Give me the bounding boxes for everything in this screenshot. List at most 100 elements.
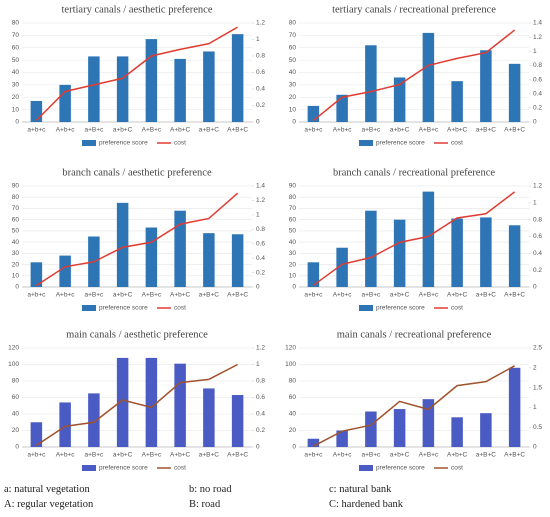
bar — [30, 422, 43, 447]
x-tick-label: A+b+c — [56, 452, 76, 459]
x-tick-label: a+B+C — [476, 292, 497, 299]
legend-label: preference score — [376, 140, 425, 147]
y2-tick-label: 0.6 — [533, 233, 542, 240]
x-tick-label: a+b+C — [390, 292, 410, 299]
y2-tick-label: 0 — [256, 119, 260, 126]
x-tick-label: a+b+c — [27, 292, 46, 299]
y2-tick-label: 0.2 — [533, 105, 542, 112]
y2-tick-label: 0 — [533, 284, 537, 291]
cost-line — [35, 26, 238, 121]
chart-title: main canals / recreational preference — [337, 329, 492, 340]
bar — [393, 77, 406, 122]
x-tick-label: a+B+C — [199, 452, 220, 459]
x-tick-label: a+b+c — [27, 127, 46, 134]
y-tick-label: 20 — [289, 261, 297, 268]
y2-tick-label: 0.2 — [256, 427, 265, 434]
y-tick-label: 50 — [12, 57, 20, 64]
bar — [480, 50, 492, 122]
y-tick-label: 30 — [289, 82, 297, 89]
bar — [307, 438, 320, 447]
bar — [30, 100, 43, 122]
y2-tick-label: 1.4 — [533, 20, 542, 27]
y2-tick-label: 0.8 — [533, 62, 542, 69]
y2-tick-label: 1.2 — [256, 197, 265, 204]
x-tick-label: A+b+c — [333, 452, 353, 459]
y2-tick-label: 0 — [256, 284, 260, 291]
y-tick-label: 30 — [12, 250, 20, 257]
x-tick-label: A+b+C — [170, 452, 191, 459]
y-tick-label: 30 — [12, 82, 20, 89]
bar — [30, 262, 43, 287]
y-tick-label: 0 — [15, 444, 19, 451]
legend-label: preference score — [99, 465, 148, 472]
bar — [508, 63, 521, 122]
bar — [480, 217, 492, 287]
x-tick-label: A+B+C — [504, 292, 525, 299]
legend-label: preference score — [99, 305, 148, 312]
y-tick-label: 80 — [12, 378, 20, 385]
bar — [365, 45, 377, 122]
x-tick-label: A+B+C — [227, 127, 248, 134]
bar — [116, 202, 129, 287]
bar — [393, 409, 406, 447]
y-tick-label: 40 — [12, 239, 20, 246]
bar — [307, 262, 320, 287]
key-item: a: natural vegetation — [4, 484, 90, 495]
x-tick-label: a+B+c — [84, 292, 104, 299]
legend-label: cost — [451, 305, 463, 312]
x-tick-label: A+B+c — [142, 452, 162, 459]
legend-swatch — [82, 140, 96, 146]
y-tick-label: 0 — [292, 284, 296, 291]
y2-tick-label: 0 — [533, 119, 537, 126]
bar — [365, 210, 377, 287]
y2-tick-label: 0.6 — [256, 394, 265, 401]
bar — [422, 32, 435, 122]
y-tick-label: 60 — [289, 394, 297, 401]
x-tick-label: A+b+c — [333, 292, 353, 299]
legend-swatch — [359, 465, 373, 471]
legend-label: cost — [174, 465, 186, 472]
y-tick-label: 60 — [12, 44, 20, 51]
y2-tick-label: 1.2 — [533, 183, 542, 190]
y2-tick-label: 0.6 — [256, 69, 265, 76]
x-tick-label: a+b+C — [390, 127, 410, 134]
legend-label: cost — [174, 140, 186, 147]
bar — [59, 255, 71, 287]
y2-tick-label: 2.5 — [533, 345, 542, 352]
y2-tick-label: 1 — [256, 212, 260, 219]
x-tick-label: A+b+C — [447, 127, 468, 134]
x-tick-label: A+b+C — [170, 292, 191, 299]
x-tick-label: A+B+C — [504, 127, 525, 134]
x-tick-label: A+B+C — [227, 452, 248, 459]
x-tick-label: a+B+C — [476, 452, 497, 459]
bar — [174, 58, 186, 122]
x-tick-label: A+b+C — [170, 127, 191, 134]
bar — [231, 234, 244, 287]
y-tick-label: 40 — [12, 69, 20, 76]
y2-tick-label: 1 — [256, 361, 260, 368]
bar — [508, 367, 521, 447]
charts: tertiary canals / aesthetic preference 0 1… — [8, 4, 542, 472]
x-tick-label: a+B+C — [199, 127, 220, 134]
y-tick-label: 0 — [292, 444, 296, 451]
x-tick-label: a+b+C — [113, 127, 133, 134]
y2-tick-label: 1.5 — [533, 384, 542, 391]
x-tick-label: a+B+c — [361, 452, 381, 459]
x-tick-label: a+B+c — [361, 292, 381, 299]
bar — [145, 39, 158, 122]
bar — [116, 357, 129, 447]
legend-swatch — [82, 465, 96, 471]
bar — [59, 402, 71, 447]
y-tick-label: 0 — [15, 119, 19, 126]
bar — [480, 413, 492, 447]
x-tick-label: a+b+C — [113, 452, 133, 459]
chart-title: branch canals / recreational preference — [333, 167, 495, 178]
x-tick-label: A+B+c — [419, 127, 439, 134]
y2-tick-label: 1 — [533, 404, 537, 411]
legend-swatch — [359, 140, 373, 146]
y-tick-label: 70 — [289, 32, 297, 39]
y2-tick-label: 0.4 — [533, 250, 542, 257]
y2-tick-label: 0.2 — [256, 269, 265, 276]
y2-tick-label: 0.5 — [533, 424, 542, 431]
